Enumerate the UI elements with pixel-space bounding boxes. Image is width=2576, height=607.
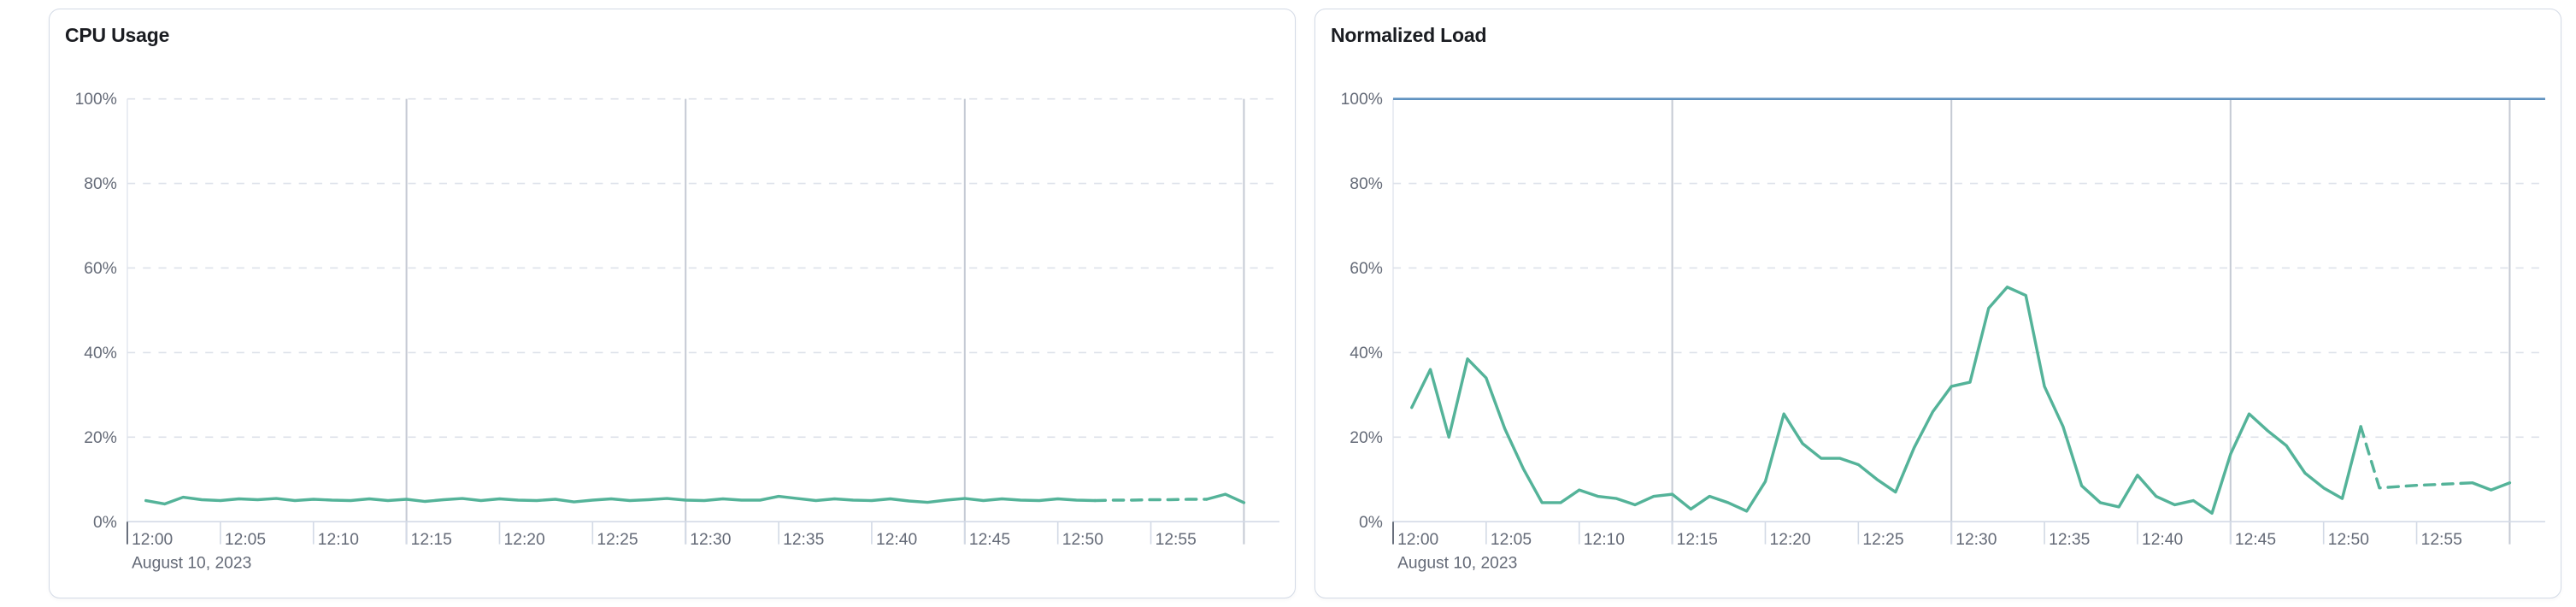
svg-text:60%: 60%	[84, 260, 117, 278]
svg-text:80%: 80%	[84, 175, 117, 193]
svg-text:12:55: 12:55	[1156, 531, 1197, 549]
svg-text:20%: 20%	[1350, 429, 1383, 447]
svg-text:20%: 20%	[84, 429, 117, 447]
svg-text:12:50: 12:50	[2328, 531, 2369, 549]
svg-text:12:35: 12:35	[783, 531, 824, 549]
svg-text:40%: 40%	[84, 345, 117, 362]
svg-text:40%: 40%	[1350, 345, 1383, 362]
svg-text:12:10: 12:10	[318, 531, 359, 549]
svg-text:12:25: 12:25	[597, 531, 638, 549]
svg-text:12:30: 12:30	[690, 531, 731, 549]
svg-text:August 10, 2023: August 10, 2023	[1397, 555, 1517, 573]
svg-text:100%: 100%	[75, 91, 117, 109]
normalized-load-line-chart[interactable]: 12:00 12:05 12:10 12:15 12:20 12:25 12:30 12:35…	[1329, 57, 2547, 575]
svg-text:12:00: 12:00	[1397, 531, 1438, 549]
svg-text:12:45: 12:45	[969, 531, 1010, 549]
svg-text:August 10, 2023: August 10, 2023	[132, 555, 251, 573]
svg-text:12:05: 12:05	[1491, 531, 1532, 549]
svg-text:12:50: 12:50	[1062, 531, 1103, 549]
svg-text:12:10: 12:10	[1584, 531, 1625, 549]
svg-text:12:45: 12:45	[2235, 531, 2276, 549]
svg-text:12:05: 12:05	[225, 531, 266, 549]
svg-text:0%: 0%	[1359, 514, 1383, 532]
cpu-usage-line-chart[interactable]: 12:00 12:05 12:10 12:15 12:20 12:25 12:30 12:35…	[63, 57, 1281, 575]
svg-text:12:00: 12:00	[132, 531, 173, 549]
svg-text:12:25: 12:25	[1862, 531, 1903, 549]
svg-text:12:15: 12:15	[411, 531, 452, 549]
svg-text:12:40: 12:40	[876, 531, 917, 549]
chart-title-cpu-usage: CPU Usage	[65, 24, 170, 46]
chart-title-normalized-load: Normalized Load	[1331, 24, 1487, 46]
svg-text:12:55: 12:55	[2421, 531, 2462, 549]
svg-text:100%: 100%	[1341, 91, 1383, 109]
svg-text:12:20: 12:20	[1770, 531, 1811, 549]
svg-text:12:15: 12:15	[1677, 531, 1718, 549]
svg-text:80%: 80%	[1350, 175, 1383, 193]
panel-normalized-load: Normalized Load 12:00 12:05 12:10 12:15 12:2…	[1314, 9, 2561, 598]
svg-text:12:40: 12:40	[2142, 531, 2183, 549]
svg-text:12:35: 12:35	[2049, 531, 2090, 549]
panel-cpu-usage: CPU Usage 12:00 12:05 12:10 12:15 12:20 12:25…	[49, 9, 1296, 598]
svg-text:12:30: 12:30	[1956, 531, 1997, 549]
svg-text:12:20: 12:20	[504, 531, 545, 549]
svg-text:0%: 0%	[93, 514, 117, 532]
svg-text:60%: 60%	[1350, 260, 1383, 278]
